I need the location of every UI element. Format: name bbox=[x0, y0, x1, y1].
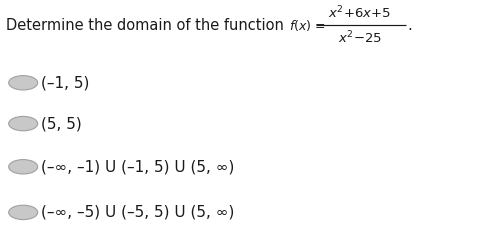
Text: .: . bbox=[407, 18, 412, 33]
Text: $x^2$+6$x$+5: $x^2$+6$x$+5 bbox=[328, 5, 391, 22]
Circle shape bbox=[9, 76, 38, 90]
Text: (5, 5): (5, 5) bbox=[41, 116, 82, 131]
Text: (–1, 5): (–1, 5) bbox=[41, 75, 89, 90]
Text: (–∞, –1) U (–1, 5) U (5, ∞): (–∞, –1) U (–1, 5) U (5, ∞) bbox=[41, 159, 234, 174]
Circle shape bbox=[9, 205, 38, 220]
Text: $f(x)$ =: $f(x)$ = bbox=[289, 18, 326, 33]
Circle shape bbox=[9, 116, 38, 131]
Text: Determine the domain of the function: Determine the domain of the function bbox=[6, 18, 284, 33]
Circle shape bbox=[9, 160, 38, 174]
Text: $x^2$−25: $x^2$−25 bbox=[338, 30, 382, 46]
Text: (–∞, –5) U (–5, 5) U (5, ∞): (–∞, –5) U (–5, 5) U (5, ∞) bbox=[41, 205, 234, 220]
